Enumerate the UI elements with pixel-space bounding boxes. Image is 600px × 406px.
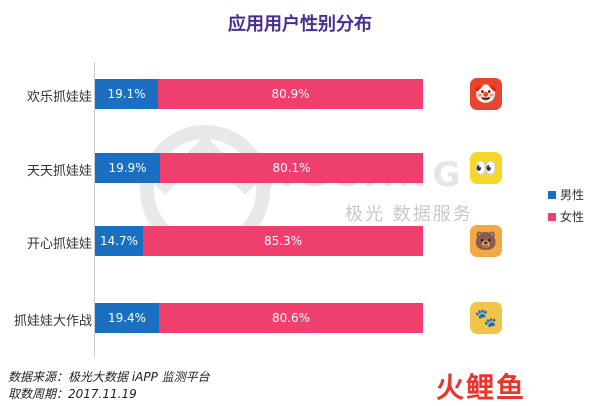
bear-face-icon: 🐻 [470,225,502,257]
data-label: 80.1% [272,161,311,175]
bar-segment-male: 19.4% [95,303,159,333]
chart-title: 应用用户性别分布 [228,14,372,35]
category-label: 抓娃娃大作战 [13,314,92,329]
legend-swatch-male [548,190,556,199]
legend-label-female: 女性 [560,210,585,224]
data-label: 19.1% [107,87,146,101]
footer-source: 数据来源：极光大数据 iAPP 监测平台 [8,370,210,384]
bar-segment-male: 19.1% [95,79,158,109]
y-axis-line [94,62,95,357]
bar-segment-male: 19.9% [95,153,160,183]
data-label: 80.6% [271,311,311,325]
category-label: 开心抓娃娃 [26,237,92,252]
bar-segment-female: 85.3% [143,226,423,256]
cat-paw-icon: 🐾 [470,302,502,334]
bar-segment-female: 80.1% [160,153,423,183]
bar-segment-female: 80.9% [158,79,423,109]
data-label: 19.4% [107,311,147,325]
brand-logo: 火鲤鱼 [436,371,527,404]
legend-label-male: 男性 [560,188,585,202]
bar-segment-male: 14.7% [95,226,143,256]
legend-item-male: 男性 [548,186,584,203]
data-label: 14.7% [99,234,139,248]
robot-face-icon: 👀 [470,152,502,184]
data-label: 85.3% [263,234,303,248]
clown-face-icon: 🤡 [470,78,502,110]
legend-item-female: 女性 [548,208,584,225]
data-label: 19.9% [108,161,147,175]
data-label: 80.9% [271,87,310,101]
footer-period: 取数周期：2017.11.19 [8,387,137,401]
category-label: 天天抓娃娃 [26,164,92,179]
category-label: 欢乐抓娃娃 [26,90,92,105]
legend-swatch-female [548,212,556,221]
bar-segment-female: 80.6% [159,303,423,333]
watermark-text: 极光 数据服务 [345,204,473,225]
